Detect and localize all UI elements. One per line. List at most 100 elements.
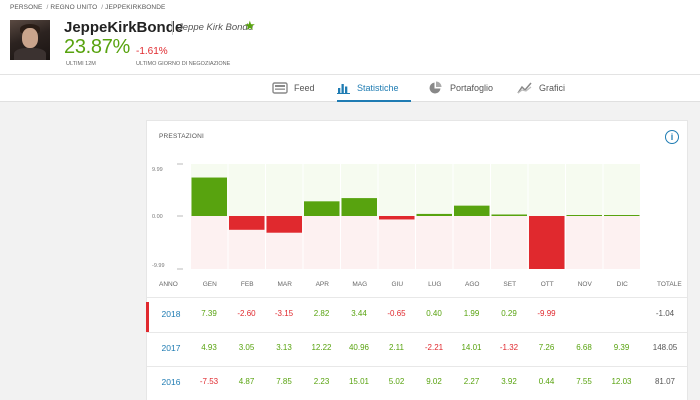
table-header-ago: AGO [465, 281, 480, 288]
y-tick-top: 9.99 [152, 167, 163, 173]
chart-bg-positive [266, 164, 303, 216]
chart-bar-dic[interactable] [604, 215, 640, 216]
tab-portfolio-label: Portafoglio [450, 83, 494, 93]
table-row-year[interactable]: 2018 [161, 309, 181, 319]
tab-feed[interactable]: Feed [272, 75, 322, 102]
table-cell: 6.68 [576, 343, 592, 352]
chart-bg-negative [491, 216, 528, 269]
chart-bg-positive [416, 164, 453, 216]
chart-bar-apr[interactable] [304, 201, 340, 216]
table-cell: 9.02 [426, 377, 442, 386]
chart-bg-positive [228, 164, 265, 216]
table-row-total: 148.05 [652, 343, 678, 352]
y-tick-bottom: -9.99 [152, 263, 165, 269]
chart-bar-lug[interactable] [416, 213, 453, 216]
table-cell: -2.60 [237, 309, 256, 318]
performance-card: PRESTAZIONI i 9.99 0.00 -9.99 ANNO GEN FEB… [146, 120, 688, 400]
table-cell: 1.99 [463, 309, 480, 318]
table-cell: 14.01 [461, 343, 482, 352]
tab-statistics-label: Statistiche [357, 83, 399, 93]
table-cell: -1.32 [499, 343, 519, 352]
table-cell: -3.15 [274, 309, 294, 318]
full-name: Jeppe Kirk Bonde [178, 22, 253, 33]
tab-charts[interactable]: Grafici [517, 75, 571, 102]
chart-bar-mar[interactable] [266, 216, 303, 233]
table-header-dic: DIC [616, 281, 628, 288]
table-header-nov: NOV [577, 281, 592, 288]
table-cell: -0.65 [387, 309, 406, 318]
avatar[interactable] [10, 20, 50, 60]
performance-chart: 9.99 0.00 -9.99 [152, 163, 640, 270]
profile-nav: Feed Statistiche Portafoglio Grafici [0, 74, 700, 102]
breadcrumb-country[interactable]: REGNO UNITO [50, 4, 98, 11]
table-header-anno: ANNO [159, 281, 178, 288]
chart-bar-giu[interactable] [379, 216, 415, 220]
table-header-totale: TOTALE [657, 281, 682, 288]
gain-label: ULTIMI 12M [66, 61, 96, 67]
table-row-total: -1.04 [655, 309, 675, 318]
y-tick-zero: 0.00 [152, 214, 163, 220]
table-cell: 2.11 [389, 343, 404, 352]
chart-bar-gen[interactable] [191, 177, 228, 216]
table-cell: 3.13 [276, 343, 292, 352]
tab-portfolio[interactable]: Portafoglio [428, 75, 500, 102]
tab-statistics[interactable]: Statistiche [337, 75, 411, 102]
table-header-set: SET [503, 281, 517, 288]
table-header-mar: MAR [277, 281, 292, 288]
star-icon[interactable]: ★ [244, 18, 256, 33]
table-cell: 0.44 [538, 377, 555, 386]
line-chart-icon [517, 82, 532, 94]
table-cell: 7.26 [538, 343, 555, 352]
tab-charts-label: Grafici [539, 83, 566, 93]
chart-bg-negative [303, 216, 340, 269]
chart-bg-positive [566, 164, 603, 216]
table-cell: 7.55 [576, 377, 592, 386]
table-cell: 4.93 [201, 343, 217, 352]
chart-bg-positive [378, 164, 415, 216]
chart-bg-negative [341, 216, 378, 269]
chart-bg-positive [491, 164, 528, 216]
day-change-label: ULTIMO GIORNO DI NEGOZIAZIONE [136, 61, 231, 67]
chart-bg-negative [566, 216, 603, 269]
breadcrumb-user: JEPPEKIRKBONDE [105, 4, 166, 11]
table-cell: 40.96 [348, 343, 370, 352]
bar-chart-icon [337, 84, 350, 94]
username: JeppeKirkBonde [64, 19, 184, 36]
info-icon[interactable]: i [665, 130, 679, 144]
table-cell: 7.39 [201, 309, 217, 318]
chart-bar-nov[interactable] [566, 215, 603, 216]
chart-bg-negative [191, 216, 228, 269]
chart-bg-positive [528, 164, 565, 216]
table-cell: 4.87 [238, 377, 255, 386]
table-row-year[interactable]: 2016 [161, 377, 181, 387]
tab-feed-label: Feed [294, 83, 315, 93]
table-cell: 0.40 [426, 309, 442, 318]
table-cell: 15.01 [348, 377, 370, 386]
chart-bg-positive [603, 164, 640, 216]
table-header-giu: GIU [391, 281, 404, 288]
table-cell: 12.03 [611, 377, 632, 386]
table-cell: 2.27 [463, 377, 480, 386]
table-cell: -9.99 [537, 309, 556, 318]
chart-bar-set[interactable] [491, 214, 528, 216]
table-header-mag: MAG [352, 281, 368, 288]
table-cell: 0.29 [501, 309, 517, 318]
table-header-ott: OTT [540, 281, 554, 288]
table-row-year[interactable]: 2017 [161, 343, 181, 353]
chart-bg-negative [453, 216, 490, 269]
chart-bar-feb[interactable] [229, 216, 265, 230]
breadcrumb-people[interactable]: PERSONE [10, 4, 43, 11]
card-title: PRESTAZIONI [159, 133, 205, 140]
row-divider [147, 332, 687, 333]
table-cell: 2.23 [313, 377, 330, 386]
chart-bar-mag[interactable] [341, 198, 378, 216]
chart-bar-ott[interactable] [529, 216, 565, 269]
table-row-total: 81.07 [654, 377, 676, 386]
row-divider [147, 366, 687, 367]
table-cell: 9.39 [613, 343, 630, 352]
table-cell: -2.21 [424, 343, 444, 352]
chart-bar-ago[interactable] [454, 205, 490, 216]
chart-bg-negative [416, 216, 453, 269]
table-header-lug: LUG [428, 281, 442, 288]
day-change-value: -1.61% [136, 46, 168, 57]
